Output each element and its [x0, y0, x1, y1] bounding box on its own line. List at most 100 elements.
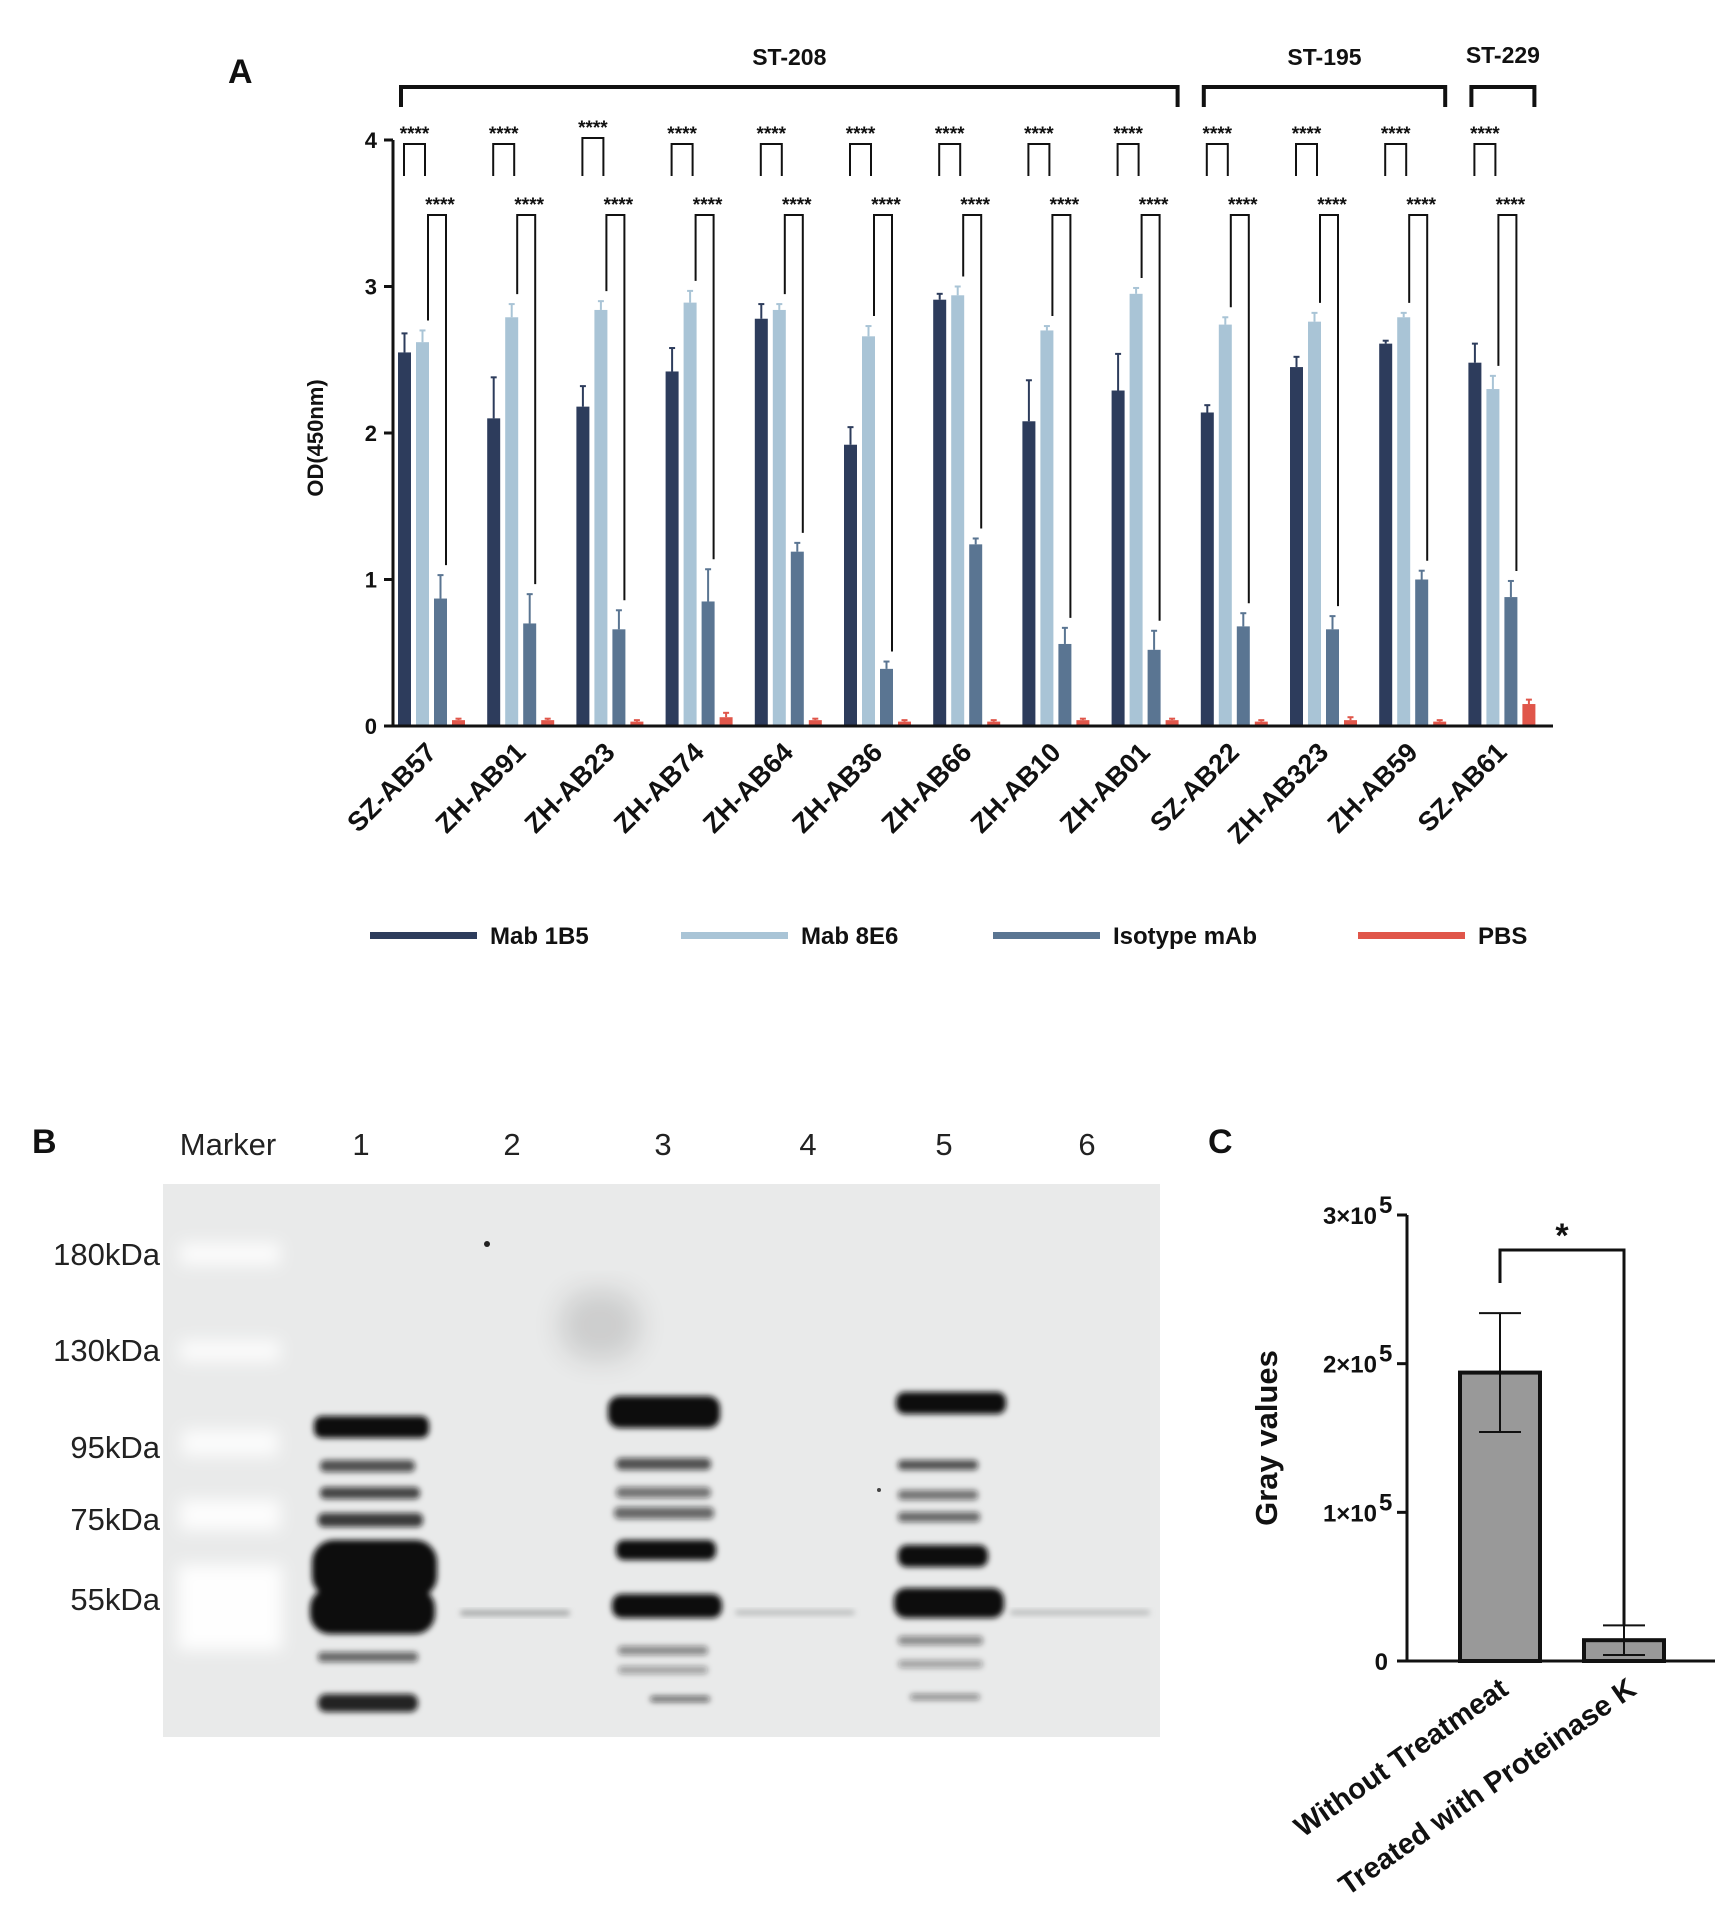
- significance-bracket-1b5-vs-8e6: [492, 143, 516, 176]
- significance-bracket-1b5-vs-8e6: [581, 137, 605, 176]
- speck: [484, 1241, 490, 1247]
- ladder-band: [178, 1565, 282, 1650]
- legend-swatch: [370, 932, 477, 939]
- faint-band-lane-6: [1010, 1610, 1150, 1615]
- band: [318, 1694, 418, 1712]
- significance-bracket-1b5-vs-8e6: [1384, 143, 1408, 176]
- bar-pbs: [898, 721, 911, 726]
- ladder-band: [180, 1340, 280, 1362]
- category-label: ZH-AB66: [876, 737, 978, 839]
- bar-pbs: [630, 721, 644, 726]
- category-label: ZH-AB23: [519, 737, 621, 839]
- significance-star: *: [1555, 1217, 1569, 1255]
- group-label: ST-195: [1287, 44, 1361, 70]
- significance-stars: ****: [1406, 195, 1436, 216]
- category-label: ZH-AB01: [1054, 737, 1156, 839]
- bar-mab-1b5: [1022, 421, 1036, 726]
- panel-c-label: C: [1208, 1123, 1233, 1161]
- bar-mab-8e6: [683, 302, 697, 726]
- legend-swatch: [993, 932, 1100, 939]
- legend: Mab 1B5 Mab 8E6 Isotype mAb PBS: [370, 923, 1527, 950]
- bar-pbs: [541, 720, 555, 726]
- lane-label: Marker: [180, 1127, 276, 1162]
- significance-bracket-8e6-vs-isotype: [1051, 214, 1072, 618]
- bar-pbs: [452, 720, 465, 726]
- bar-isotype-mab: [1147, 649, 1161, 726]
- lane-label: 3: [654, 1127, 671, 1162]
- marker-label: 75kDa: [70, 1502, 160, 1537]
- significance-bracket-1b5-vs-8e6: [1027, 143, 1051, 176]
- band: [910, 1694, 980, 1700]
- y-tick-label: 2: [365, 421, 377, 446]
- band: [618, 1646, 708, 1655]
- bar-mab-8e6: [1218, 324, 1232, 726]
- marker-labels: 180kDa 130kDa 95kDa 75kDa 55kDa: [53, 1237, 161, 1617]
- bar-pbs: [987, 721, 1001, 726]
- lane-labels: Marker 1 2 3 4 5 6: [180, 1127, 1096, 1162]
- significance-bracket-8e6-vs-isotype: [1229, 214, 1250, 604]
- group-bracket: [399, 85, 1180, 107]
- bar-isotype-mab: [701, 601, 715, 726]
- significance-bracket-1b5-vs-8e6: [1205, 143, 1229, 176]
- significance-bracket-8e6-vs-isotype: [694, 214, 715, 560]
- significance-stars: ****: [935, 124, 965, 145]
- band: [650, 1696, 710, 1702]
- category-label: ZH-AB74: [608, 737, 710, 839]
- bar-isotype-mab: [1058, 643, 1072, 726]
- significance-stars: ****: [514, 195, 544, 216]
- y-tick-label: 0: [1375, 1649, 1388, 1676]
- significance-bracket: *: [1498, 1217, 1626, 1625]
- panel-c-chart: 01×10 52×10 53×10 5 Gray values * Without T…: [1249, 1192, 1715, 1902]
- bar-isotype-mab: [790, 551, 804, 726]
- significance-stars: ****: [1228, 195, 1258, 216]
- category-label: ZH-AB36: [786, 737, 888, 839]
- significance-stars: ****: [1024, 124, 1054, 145]
- bars: [398, 285, 1536, 726]
- category-label: SZ-AB61: [1412, 737, 1513, 838]
- significance-bracket-8e6-vs-isotype: [605, 214, 626, 601]
- significance-stars: ****: [846, 124, 876, 145]
- significance-stars: ****: [400, 124, 430, 145]
- y-tick-label: 2×10: [1323, 1352, 1377, 1379]
- band: [898, 1490, 978, 1500]
- significance-bracket: [1498, 1248, 1626, 1625]
- bar-mab-8e6: [594, 309, 608, 726]
- band: [898, 1636, 983, 1645]
- ladder-band: [180, 1500, 280, 1530]
- bar-pbs: [1165, 720, 1179, 726]
- bar-mab-1b5: [487, 418, 501, 726]
- band: [614, 1507, 714, 1519]
- band: [618, 1666, 708, 1674]
- faint-band-lane-2: [460, 1610, 570, 1616]
- bar-pbs: [1522, 704, 1536, 726]
- bar-pbs: [1433, 721, 1447, 726]
- bar-isotype-mab: [880, 668, 893, 726]
- y-tick-exponent: 5: [1379, 1489, 1392, 1516]
- ladder-band: [182, 1430, 278, 1456]
- significance-stars: ****: [1496, 195, 1526, 216]
- category-label: ZH-AB91: [430, 737, 532, 839]
- significance-stars: ****: [1113, 124, 1143, 145]
- significance-stars: ****: [757, 124, 787, 145]
- significance-stars: ****: [960, 195, 990, 216]
- significance-stars: ****: [667, 124, 697, 145]
- y-tick-label: 1: [365, 568, 377, 593]
- significance-stars: ****: [693, 195, 723, 216]
- bar-isotype-mab: [1504, 597, 1518, 726]
- significance-brackets: **** **** **** **** **** **** **** **** **** ****…: [400, 118, 1526, 652]
- bar-isotype-mab: [612, 629, 626, 726]
- significance-stars: ****: [489, 124, 519, 145]
- bar-isotype-mab: [1415, 579, 1429, 726]
- band: [894, 1588, 1004, 1618]
- significance-bracket-8e6-vs-isotype: [783, 214, 804, 533]
- lane-label: 2: [503, 1127, 520, 1162]
- significance-bracket-8e6-vs-isotype: [1319, 214, 1339, 607]
- y-axis-title: Gray values: [1249, 1350, 1284, 1526]
- lane-label: 5: [935, 1127, 952, 1162]
- bar-mab-8e6: [505, 317, 519, 726]
- significance-bracket-8e6-vs-isotype: [962, 214, 983, 529]
- band: [318, 1513, 423, 1527]
- legend-swatch: [681, 932, 788, 939]
- bar-mab-8e6: [772, 309, 786, 726]
